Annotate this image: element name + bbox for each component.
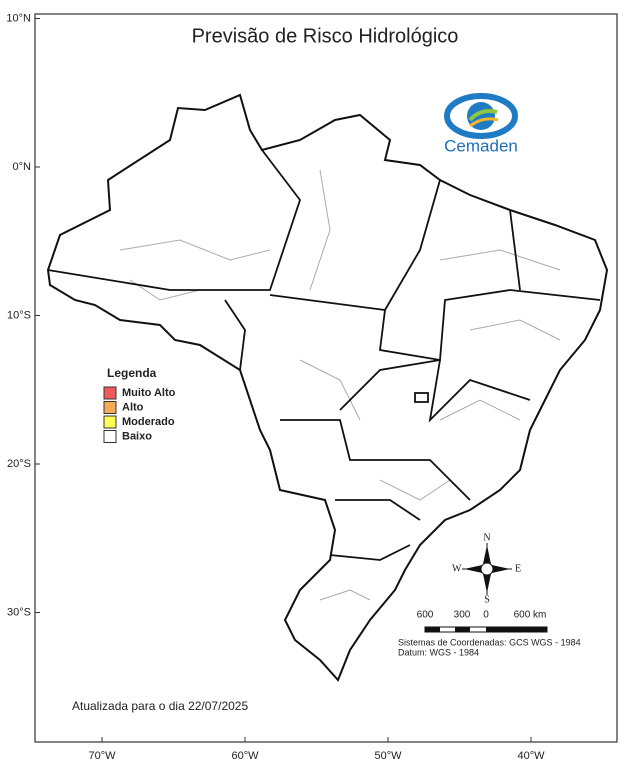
- scale-label: 0: [483, 610, 489, 621]
- compass-n: N: [483, 532, 490, 543]
- lat-tick-label: 0°N: [13, 161, 32, 173]
- update-date: Atualizada para o dia 22/07/2025: [72, 699, 248, 713]
- legend-title: Legenda: [107, 366, 157, 380]
- legend-swatch: [103, 401, 117, 414]
- compass-w: W: [452, 563, 462, 574]
- legend-label: Moderado: [122, 416, 175, 428]
- map-title: Previsão de Risco Hidrológico: [192, 25, 459, 47]
- scale-label: 600: [417, 610, 434, 621]
- scale-label: 300: [454, 610, 471, 621]
- coordinate-system: Sistemas de Coordenadas: GCS WGS - 1984: [398, 637, 581, 647]
- legend-label: Alto: [122, 401, 144, 413]
- legend: Legenda Muito Alto Alto Moderado Baixo: [103, 366, 176, 443]
- lat-tick-label: 20°S: [7, 458, 31, 470]
- logo-text: Cemaden: [444, 136, 518, 155]
- scale-bar: 600 300 0 600 km: [417, 610, 548, 633]
- compass-s: S: [484, 594, 490, 605]
- legend-swatch: [103, 415, 117, 429]
- lon-tick-label: 70°W: [88, 750, 116, 762]
- lat-tick-label: 10°S: [7, 309, 31, 321]
- compass: N S E W: [452, 532, 521, 605]
- lat-tick-label: 10°N: [6, 12, 31, 24]
- lon-tick-label: 60°W: [231, 750, 259, 762]
- brazil-outline: [46, 93, 609, 682]
- compass-e: E: [515, 563, 521, 574]
- legend-label: Muito Alto: [122, 387, 176, 399]
- legend-swatch: [103, 430, 117, 443]
- lon-tick-label: 40°W: [517, 750, 545, 762]
- legend-swatch: [103, 386, 117, 400]
- datum: Datum: WGS - 1984: [398, 647, 479, 657]
- logo: Cemaden: [444, 93, 518, 155]
- legend-label: Baixo: [122, 430, 152, 442]
- scale-label: 600 km: [514, 610, 547, 621]
- lon-tick-label: 50°W: [374, 750, 402, 762]
- lat-tick-label: 30°S: [7, 606, 31, 618]
